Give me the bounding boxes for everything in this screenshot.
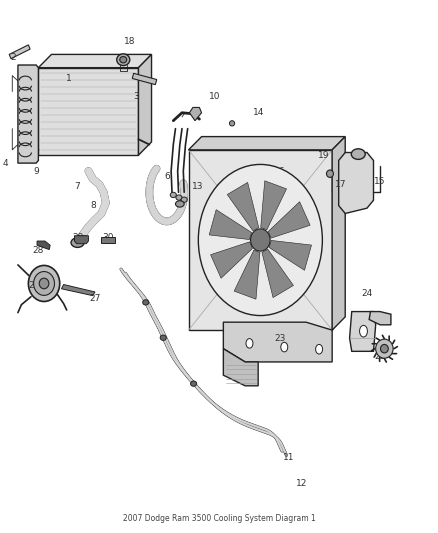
Polygon shape [223,322,332,362]
Polygon shape [261,181,286,230]
Text: 12: 12 [296,479,307,488]
Text: 16: 16 [274,166,286,175]
Ellipse shape [351,149,365,159]
Polygon shape [332,136,345,330]
Text: 2: 2 [11,53,16,62]
Text: 4: 4 [3,159,9,167]
Ellipse shape [246,338,253,348]
Polygon shape [37,241,50,249]
Polygon shape [39,54,152,68]
Ellipse shape [120,56,127,63]
Polygon shape [227,182,259,231]
Polygon shape [138,54,152,155]
Polygon shape [350,312,376,351]
Ellipse shape [160,335,166,341]
Polygon shape [269,240,311,270]
Text: 21: 21 [292,230,303,239]
Polygon shape [268,201,310,238]
Ellipse shape [143,300,149,305]
Polygon shape [262,249,293,297]
Polygon shape [223,349,258,386]
Text: 25: 25 [374,352,386,361]
Polygon shape [61,285,95,296]
Ellipse shape [381,344,389,353]
Text: 13: 13 [191,182,203,191]
Ellipse shape [326,170,333,177]
Polygon shape [188,150,332,330]
FancyBboxPatch shape [132,74,157,85]
Ellipse shape [281,342,288,352]
Text: 17: 17 [335,180,346,189]
Polygon shape [74,236,88,244]
Text: 14: 14 [252,108,264,117]
Ellipse shape [176,201,184,207]
Polygon shape [18,65,39,163]
Polygon shape [9,45,30,59]
Text: 20: 20 [270,222,281,231]
Polygon shape [211,242,252,278]
Text: 28: 28 [33,246,44,255]
Polygon shape [189,108,201,120]
Ellipse shape [71,238,84,247]
Polygon shape [102,237,116,243]
Ellipse shape [251,229,270,251]
Ellipse shape [117,54,130,66]
Ellipse shape [176,195,182,200]
Text: 30: 30 [102,233,114,242]
Polygon shape [369,312,391,325]
Ellipse shape [170,192,177,198]
Text: 1: 1 [66,74,72,83]
Text: 9: 9 [33,166,39,175]
Text: 18: 18 [124,37,135,46]
Text: 8: 8 [90,201,95,210]
Ellipse shape [34,271,54,295]
Text: 11: 11 [283,453,294,462]
Ellipse shape [181,197,187,203]
Text: 6: 6 [164,172,170,181]
Polygon shape [188,136,345,150]
Text: 10: 10 [209,92,220,101]
Text: 7: 7 [74,182,81,191]
Text: 15: 15 [374,177,386,186]
Polygon shape [234,250,260,299]
Text: 29: 29 [72,233,83,242]
Text: 23: 23 [274,334,286,343]
Polygon shape [339,152,374,214]
Ellipse shape [28,265,60,302]
Text: 3: 3 [134,92,139,101]
Ellipse shape [198,165,322,316]
Text: 19: 19 [318,151,329,160]
Ellipse shape [39,278,49,289]
Text: 26: 26 [28,280,40,289]
Ellipse shape [230,120,235,126]
Ellipse shape [316,344,322,354]
FancyBboxPatch shape [39,68,138,155]
Text: 2007 Dodge Ram 3500 Cooling System Diagram 1: 2007 Dodge Ram 3500 Cooling System Diagr… [123,514,315,523]
Ellipse shape [191,381,197,386]
Text: 24: 24 [361,288,373,297]
Polygon shape [209,209,251,239]
Text: 27: 27 [89,294,101,303]
Ellipse shape [376,339,393,358]
Ellipse shape [360,325,367,337]
